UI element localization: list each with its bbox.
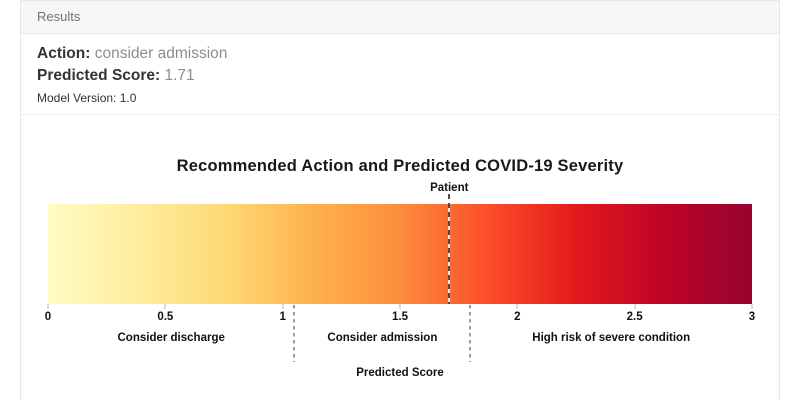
severity-gradient-bar <box>48 204 752 304</box>
predicted-score-value: 1.71 <box>164 67 195 84</box>
x-tick <box>399 304 401 309</box>
model-version-value: 1.0 <box>119 91 137 105</box>
results-card-title: Results <box>37 9 81 24</box>
x-tick-label: 3 <box>748 311 756 323</box>
x-tick-label: 2 <box>514 311 521 323</box>
x-tick-label: 2.5 <box>626 311 643 323</box>
zone-boundary-line <box>469 305 472 362</box>
model-version-row: Model Version: 1.0 <box>37 89 763 108</box>
x-tick <box>47 304 49 309</box>
predicted-score-label: Predicted Score: <box>37 67 161 84</box>
zone-label: High risk of severe condition <box>532 332 691 344</box>
prediction-summary: Action: consider admission Predicted Sco… <box>21 34 779 115</box>
predicted-score-row: Predicted Score: 1.71 <box>37 65 763 87</box>
x-tick <box>751 304 753 309</box>
x-tick <box>164 304 166 309</box>
x-tick <box>282 304 284 309</box>
x-tick <box>516 304 518 309</box>
action-row: Action: consider admission <box>37 43 763 65</box>
x-tick-label: 0.5 <box>157 311 174 323</box>
results-card-header: Results <box>21 1 779 34</box>
zone-label: Consider discharge <box>117 332 225 344</box>
plot-area: Patient Predicted Score 0 0.5 1 1.5 2 2.5 3 Con… <box>45 182 755 379</box>
x-axis-label: Predicted Score <box>356 367 444 379</box>
zone-label: Consider admission <box>327 332 438 344</box>
severity-chart: Recommended Action and Predicted COVID-1… <box>21 115 779 401</box>
zone-boundary-line <box>293 305 296 362</box>
patient-marker-line <box>448 194 451 304</box>
patient-marker-label: Patient <box>430 182 469 194</box>
x-tick-label: 1 <box>279 311 286 323</box>
chart-title: Recommended Action and Predicted COVID-1… <box>176 157 624 175</box>
model-version-label: Model Version: <box>37 91 117 105</box>
action-value: consider admission <box>94 45 228 62</box>
x-tick-label: 1.5 <box>392 311 408 323</box>
x-tick <box>634 304 636 309</box>
x-tick-label: 0 <box>44 311 52 323</box>
results-card: Results Action: consider admission Predi… <box>20 0 780 400</box>
action-label: Action: <box>37 45 91 62</box>
